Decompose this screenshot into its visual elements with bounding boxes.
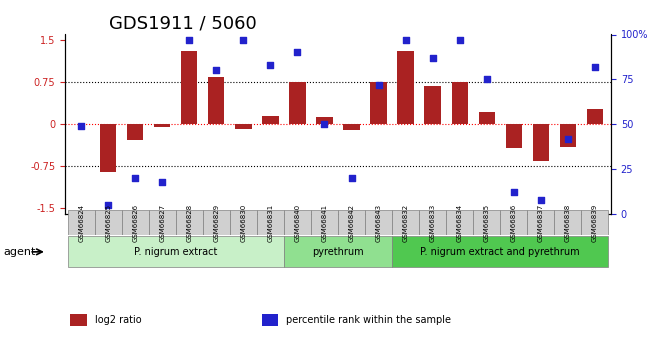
FancyBboxPatch shape — [581, 210, 608, 235]
Text: GSM66825: GSM66825 — [105, 204, 111, 241]
FancyBboxPatch shape — [68, 210, 95, 235]
Text: GSM66842: GSM66842 — [348, 204, 354, 241]
Bar — [235, 124, 252, 129]
FancyBboxPatch shape — [68, 236, 284, 267]
Text: GSM66824: GSM66824 — [78, 204, 84, 241]
FancyBboxPatch shape — [446, 210, 473, 235]
Point — [211, 68, 222, 73]
Point — [536, 197, 546, 202]
Text: GSM66840: GSM66840 — [294, 204, 300, 241]
Point — [373, 82, 384, 88]
FancyBboxPatch shape — [230, 210, 257, 235]
FancyBboxPatch shape — [284, 210, 311, 235]
FancyBboxPatch shape — [392, 236, 608, 267]
Bar — [208, 77, 224, 124]
Text: GSM66827: GSM66827 — [159, 204, 165, 241]
FancyBboxPatch shape — [500, 210, 527, 235]
FancyBboxPatch shape — [392, 210, 419, 235]
Bar — [587, 109, 603, 124]
FancyBboxPatch shape — [176, 210, 203, 235]
Text: agent: agent — [3, 247, 36, 257]
FancyBboxPatch shape — [284, 236, 392, 267]
Text: GSM66829: GSM66829 — [213, 204, 219, 241]
FancyBboxPatch shape — [338, 210, 365, 235]
Bar — [181, 51, 198, 124]
Point — [292, 50, 303, 55]
Text: GSM66826: GSM66826 — [133, 204, 138, 241]
Bar — [560, 124, 576, 147]
Text: percentile rank within the sample: percentile rank within the sample — [286, 315, 451, 325]
Bar — [100, 124, 116, 172]
FancyBboxPatch shape — [203, 210, 230, 235]
Text: GSM66841: GSM66841 — [322, 204, 328, 241]
Text: GSM66830: GSM66830 — [240, 204, 246, 241]
Point — [184, 37, 194, 43]
Text: GSM66843: GSM66843 — [376, 204, 382, 241]
Point — [346, 175, 357, 181]
FancyBboxPatch shape — [311, 210, 338, 235]
Point — [319, 121, 330, 127]
Point — [590, 64, 600, 70]
Text: GDS1911 / 5060: GDS1911 / 5060 — [109, 15, 257, 33]
Bar — [317, 117, 333, 124]
Point — [130, 175, 140, 181]
FancyBboxPatch shape — [473, 210, 500, 235]
Text: GSM66833: GSM66833 — [430, 204, 436, 241]
Point — [76, 123, 86, 129]
Text: GSM66837: GSM66837 — [538, 204, 543, 241]
Bar — [478, 112, 495, 124]
Point — [428, 55, 438, 61]
Text: GSM66828: GSM66828 — [187, 204, 192, 241]
Text: pyrethrum: pyrethrum — [312, 247, 364, 257]
Bar — [424, 86, 441, 124]
Point — [157, 179, 168, 184]
FancyBboxPatch shape — [95, 210, 122, 235]
Point — [482, 77, 492, 82]
Text: GSM66834: GSM66834 — [457, 204, 463, 241]
Bar — [343, 124, 359, 130]
FancyBboxPatch shape — [554, 210, 581, 235]
Point — [562, 136, 573, 141]
Point — [103, 202, 114, 208]
Point — [400, 37, 411, 43]
Point — [454, 37, 465, 43]
Bar — [506, 124, 522, 148]
Text: P. nigrum extract: P. nigrum extract — [134, 247, 218, 257]
Bar — [289, 82, 306, 124]
FancyBboxPatch shape — [257, 210, 284, 235]
FancyBboxPatch shape — [122, 210, 149, 235]
Bar — [261, 314, 278, 326]
Bar — [263, 116, 279, 124]
Point — [508, 190, 519, 195]
Text: GSM66831: GSM66831 — [267, 204, 274, 241]
Text: GSM66835: GSM66835 — [484, 204, 489, 241]
Text: P. nigrum extract and pyrethrum: P. nigrum extract and pyrethrum — [421, 247, 580, 257]
Text: GSM66838: GSM66838 — [565, 204, 571, 241]
Text: GSM66839: GSM66839 — [592, 204, 598, 241]
FancyBboxPatch shape — [527, 210, 554, 235]
Point — [265, 62, 276, 68]
Point — [238, 37, 248, 43]
Text: GSM66832: GSM66832 — [402, 204, 409, 241]
Bar — [397, 51, 413, 124]
FancyBboxPatch shape — [149, 210, 176, 235]
Bar — [452, 81, 468, 124]
FancyBboxPatch shape — [365, 210, 392, 235]
FancyBboxPatch shape — [419, 210, 446, 235]
Bar — [70, 314, 87, 326]
Bar — [154, 124, 170, 127]
Bar — [127, 124, 144, 140]
Bar — [532, 124, 549, 161]
Bar — [370, 81, 387, 124]
Text: GSM66836: GSM66836 — [511, 204, 517, 241]
Text: log2 ratio: log2 ratio — [95, 315, 142, 325]
